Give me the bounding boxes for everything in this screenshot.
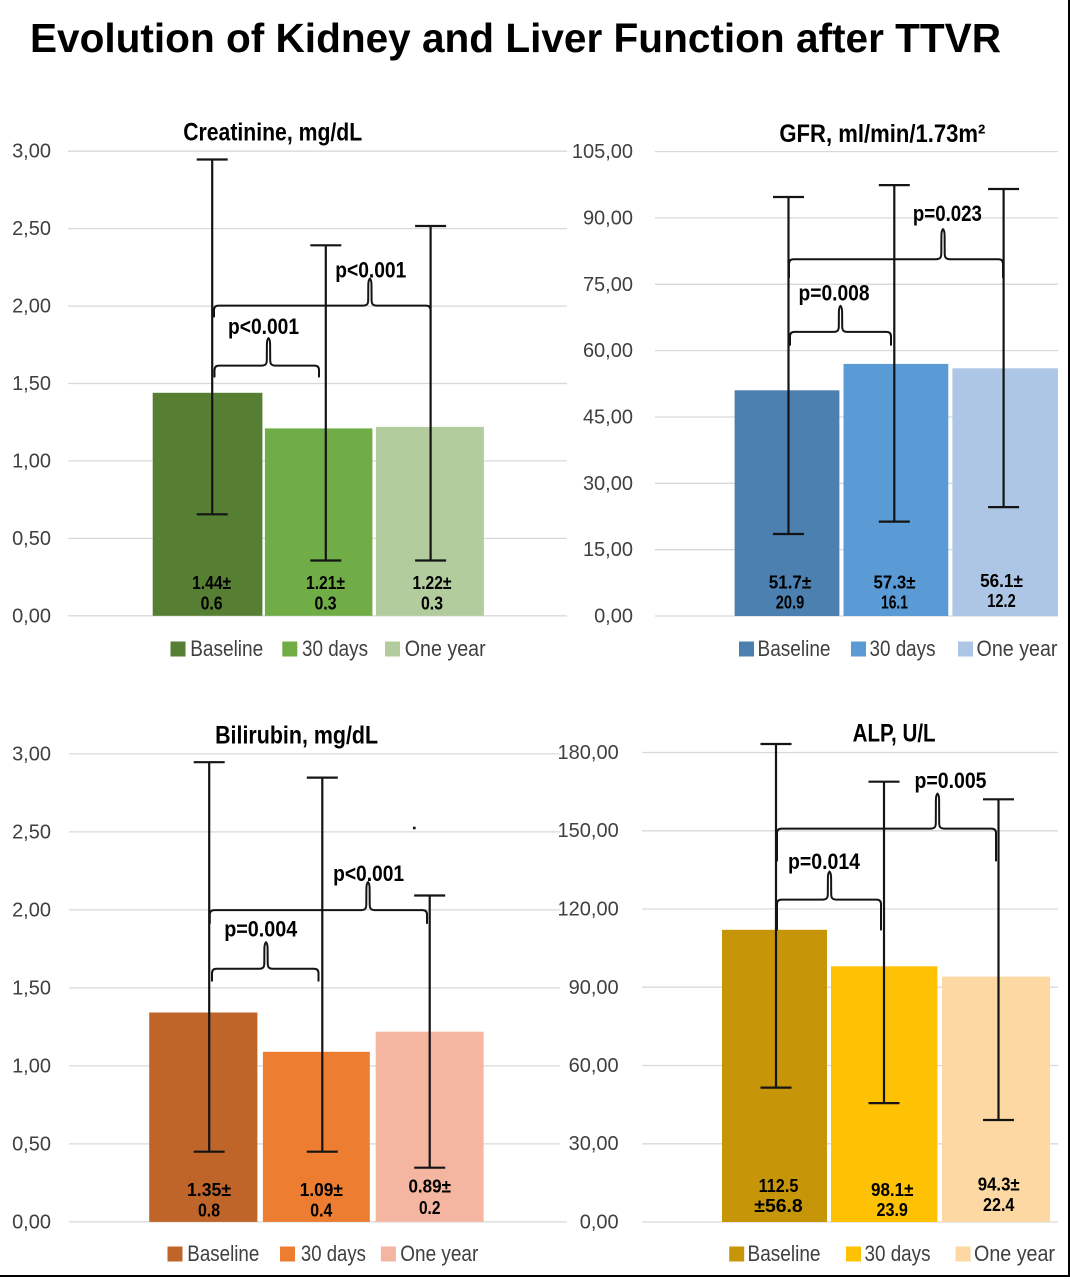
svg-text:51.7±: 51.7± [769,572,812,592]
svg-text:56.1±: 56.1± [980,571,1023,591]
svg-text:105,00: 105,00 [572,141,633,163]
svg-text:0,00: 0,00 [580,1212,619,1234]
svg-text:15,00: 15,00 [583,539,633,561]
svg-text:p<0.001: p<0.001 [333,861,404,886]
svg-text:1.21±: 1.21± [306,573,345,593]
svg-text:1,50: 1,50 [12,977,51,999]
svg-text:0.6: 0.6 [201,593,223,613]
svg-text:1,00: 1,00 [12,1055,51,1077]
svg-text:60,00: 60,00 [583,340,633,362]
svg-text:One year: One year [974,1241,1055,1266]
svg-text:75,00: 75,00 [583,274,633,296]
svg-text:23.9: 23.9 [877,1200,908,1220]
svg-text:One year: One year [400,1241,478,1266]
svg-text:0.89±: 0.89± [408,1177,451,1197]
svg-text:30 days: 30 days [302,636,368,661]
svg-text:0,50: 0,50 [12,1133,51,1155]
svg-text:0.4: 0.4 [310,1200,332,1220]
svg-text:1.22±: 1.22± [413,573,452,593]
svg-text:p=0.005: p=0.005 [915,768,987,793]
svg-text:2,00: 2,00 [12,296,51,318]
svg-text:Evolution of Kidney and Liver: Evolution of Kidney and Liver Function a… [30,15,1001,61]
svg-text:1.44±: 1.44± [192,573,231,593]
svg-text:0.3: 0.3 [421,593,443,613]
svg-text:120,00: 120,00 [558,899,619,921]
svg-text:Baseline: Baseline [190,636,263,661]
svg-text:1.35±: 1.35± [187,1180,231,1200]
svg-text:p<0.001: p<0.001 [335,258,406,283]
svg-text:p=0.014: p=0.014 [788,849,861,874]
svg-text:Baseline: Baseline [187,1241,259,1266]
svg-text:150,00: 150,00 [558,820,619,842]
svg-text:Baseline: Baseline [748,1241,821,1266]
svg-text:0.3: 0.3 [315,593,337,613]
svg-text:1.09±: 1.09± [300,1180,343,1200]
svg-text:45,00: 45,00 [583,407,633,429]
svg-text:30 days: 30 days [301,1241,366,1266]
svg-text:±56.8: ±56.8 [754,1196,802,1216]
svg-text:2,00: 2,00 [12,899,51,921]
svg-text:30 days: 30 days [865,1241,931,1266]
svg-text:16.1: 16.1 [881,593,908,613]
svg-text:30,00: 30,00 [583,473,633,495]
svg-text:1,00: 1,00 [12,450,51,472]
svg-text:1,50: 1,50 [12,373,51,395]
svg-text:One year: One year [405,636,486,661]
svg-text:22.4: 22.4 [983,1195,1014,1215]
svg-text:60,00: 60,00 [569,1055,619,1077]
svg-text:p=0.023: p=0.023 [913,201,982,226]
svg-text:GFR, ml/min/1.73m²: GFR, ml/min/1.73m² [779,120,985,148]
svg-text:98.1±: 98.1± [871,1180,914,1200]
svg-text:0,00: 0,00 [594,606,633,628]
svg-text:Baseline: Baseline [758,636,831,661]
svg-text:12.2: 12.2 [987,591,1015,611]
svg-text:2,50: 2,50 [12,821,51,843]
svg-text:3,00: 3,00 [12,743,51,765]
svg-text:90,00: 90,00 [583,207,633,229]
svg-text:p<0.001: p<0.001 [228,314,299,339]
svg-text:30,00: 30,00 [569,1133,619,1155]
svg-text:2,50: 2,50 [12,218,51,240]
svg-text:3,00: 3,00 [12,141,51,163]
svg-text:20.9: 20.9 [776,593,804,613]
svg-text:90,00: 90,00 [569,977,619,999]
svg-text:Bilirubin, mg/dL: Bilirubin, mg/dL [215,722,378,750]
svg-text:180,00: 180,00 [558,742,619,764]
svg-text:30 days: 30 days [870,636,936,661]
svg-text:0.8: 0.8 [198,1200,220,1220]
svg-text:0,00: 0,00 [12,1211,51,1233]
svg-text:Creatinine, mg/dL: Creatinine, mg/dL [183,119,362,147]
svg-text:ALP, U/L: ALP, U/L [853,719,936,747]
svg-text:112.5: 112.5 [759,1176,799,1196]
svg-text:p=0.008: p=0.008 [799,281,870,306]
svg-text:p=0.004: p=0.004 [224,917,298,942]
svg-text:0,50: 0,50 [12,528,51,550]
svg-text:94.3±: 94.3± [978,1175,1020,1195]
svg-text:0.2: 0.2 [419,1198,441,1218]
svg-text:0,00: 0,00 [12,605,51,627]
svg-text:57.3±: 57.3± [874,572,916,592]
svg-text:One year: One year [977,636,1058,661]
